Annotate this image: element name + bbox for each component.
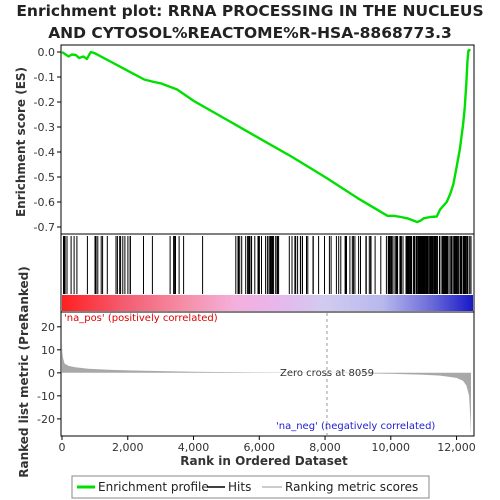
es-panel-frame [60,44,475,235]
hit-marks [63,236,472,294]
x-tick-label: 12,000 [437,441,476,454]
legend-frame [71,475,430,499]
chart-title-line-1: Enrichment plot: RRNA PROCESSING IN THE … [16,2,483,20]
x-tick-label: 2,000 [112,441,144,454]
zero-cross-label: Zero cross at 8059 [280,368,374,379]
chart-title-line-2: AND CYTOSOL%REACTOME%R-HSA-8868773.3 [48,24,452,42]
metric-panel: 20 10 0 -10 -20 Zero cross at 8059 'na_pos' … [37,311,476,454]
metric-y-tick-label: 20 [41,321,55,334]
metric-y-tick-label: -10 [37,390,55,403]
x-tick-label: 6,000 [244,441,276,454]
metric-y-tick-label: 0 [48,367,55,380]
ranked-color-bar [62,295,473,311]
legend-label-enrichment-profile: Enrichment profile [98,480,209,494]
es-y-axis: 0.0 -0.1 -0.2 -0.3 -0.4 -0.5 -0.6 -0.7 [34,46,61,234]
x-tick-label: 0 [59,441,66,454]
metric-y-tick-label: -20 [37,413,55,426]
es-y-axis-label: Enrichment score (ES) [14,67,28,217]
x-tick-label: 8,000 [309,441,341,454]
metric-y-tick-label: 10 [41,344,55,357]
es-y-tick-label: -0.4 [34,146,55,159]
x-tick-label: 10,000 [372,441,411,454]
es-y-tick-label: -0.6 [34,196,55,209]
es-y-tick-label: -0.7 [34,221,55,234]
es-y-tick-label: -0.1 [34,71,55,84]
es-panel: 0.0 -0.1 -0.2 -0.3 -0.4 -0.5 -0.6 -0.7 [34,44,475,235]
x-tick-label: 4,000 [178,441,210,454]
es-y-tick-label: -0.3 [34,121,55,134]
es-y-tick-label: 0.0 [38,46,56,59]
legend-label-ranking-metric-scores: Ranking metric scores [285,480,418,494]
metric-y-axis: 20 10 0 -10 -20 [37,321,61,426]
negative-correlation-label: 'na_neg' (negatively correlated) [276,421,435,432]
es-y-tick-label: -0.2 [34,96,55,109]
x-axis: 0 2,000 4,000 6,000 8,000 10,000 12,000 [59,436,476,454]
hits-panel [60,233,475,313]
metric-y-axis-label: Ranked list metric (PreRanked) [17,266,31,478]
metric-panel-frame [60,311,475,437]
enrichment-profile-line [61,48,472,224]
positive-correlation-label: 'na_pos' (positively correlated) [64,313,218,324]
es-y-tick-label: -0.5 [34,171,55,184]
legend-label-hits: Hits [228,480,251,494]
x-axis-label: Rank in Ordered Dataset [180,454,348,468]
legend: Enrichment profile Hits Ranking metric s… [71,475,430,499]
